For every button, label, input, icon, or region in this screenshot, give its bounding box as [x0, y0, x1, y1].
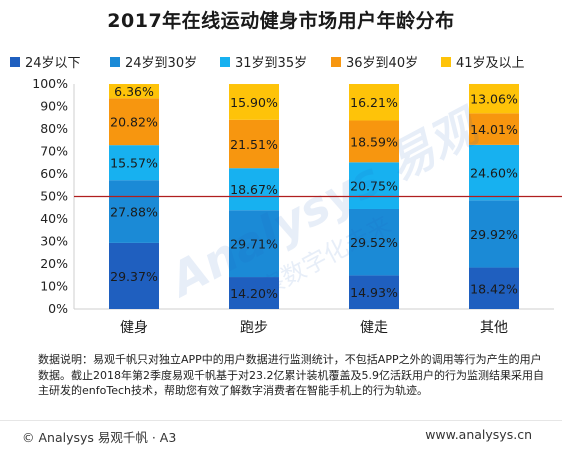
data-label: 14.20% — [230, 286, 278, 301]
data-label: 16.21% — [350, 95, 398, 110]
legend-label: 41岁及以上 — [456, 56, 525, 71]
x-tick-label: 健身 — [120, 320, 148, 336]
y-tick-label: 80% — [40, 121, 68, 136]
data-label: 29.92% — [470, 227, 518, 242]
legend-swatch — [110, 56, 120, 67]
bar-segment — [109, 242, 159, 309]
watermark-logo-text: Analysys 易观 — [159, 97, 491, 308]
legend-label: 24岁以下 — [25, 56, 81, 71]
legend-label: 36岁到40岁 — [346, 56, 419, 71]
bar-segment — [349, 162, 399, 209]
data-label: 14.93% — [350, 285, 398, 300]
data-label: 15.57% — [110, 156, 158, 171]
data-label: 29.71% — [230, 237, 278, 252]
data-label: 20.75% — [350, 179, 398, 194]
data-label: 29.52% — [350, 235, 398, 250]
bar-segment — [469, 83, 519, 114]
data-label: 18.59% — [350, 134, 398, 149]
legend-swatch — [441, 56, 451, 67]
legend-item: 31岁到35岁 — [220, 52, 307, 71]
chart-title: 2017年在线运动健身市场用户年龄分布 — [107, 10, 455, 32]
stacked-bar-chart: 0% 10% 20% 30% 40% 50% 60% 70% 80% 90% 100% 29.37% 2… — [32, 76, 562, 336]
bar-segment — [229, 84, 279, 120]
y-tick-label: 40% — [40, 211, 68, 226]
data-label: 14.01% — [470, 122, 518, 137]
data-label: 15.90% — [230, 95, 278, 110]
x-tick-label: 跑步 — [240, 320, 268, 336]
footer-copyright: © Analysys 易观千帆 · A3 — [22, 430, 177, 445]
bar-segment — [349, 84, 399, 121]
data-note: 数据说明：易观千帆只对独立APP中的用户数据进行监测统计，不包括APP之外的调用… — [38, 353, 544, 397]
footer-divider — [0, 420, 562, 421]
bar-segment — [469, 200, 519, 268]
bar-segment — [469, 267, 519, 309]
legend-label: 31岁到35岁 — [235, 56, 308, 71]
y-tick-label: 10% — [40, 279, 68, 294]
data-label: 18.42% — [470, 281, 518, 296]
y-tick-label: 50% — [40, 189, 68, 204]
bar-segment — [349, 208, 399, 276]
y-tick-label: 20% — [40, 256, 68, 271]
bar-segment — [109, 84, 159, 99]
bar-segment — [229, 277, 279, 309]
y-tick-label: 100% — [32, 76, 68, 91]
legend-swatch — [331, 56, 341, 67]
x-tick-label: 其他 — [480, 320, 508, 336]
legend-item: 24岁以下 — [10, 52, 81, 71]
bar-segment — [109, 145, 159, 181]
data-label: 24.60% — [470, 166, 518, 181]
data-label: 13.06% — [470, 92, 518, 107]
bar-segment — [349, 275, 399, 309]
legend-item: 41岁及以上 — [441, 52, 525, 71]
y-tick-label: 0% — [48, 301, 68, 316]
y-tick-label: 30% — [40, 234, 68, 249]
data-label: 6.36% — [114, 84, 154, 99]
bar-segment — [349, 120, 399, 163]
legend-swatch — [220, 56, 230, 67]
y-tick-label: 60% — [40, 166, 68, 181]
legend-label: 24岁到30岁 — [125, 56, 198, 71]
y-tick-label: 70% — [40, 144, 68, 159]
chart-legend: 24岁以下 24岁到30岁 31岁到35岁 36岁到40岁 41岁及以上 — [10, 52, 555, 72]
legend-item: 24岁到30岁 — [110, 52, 197, 71]
data-label: 20.82% — [110, 115, 158, 130]
legend-item: 36岁到40岁 — [331, 52, 418, 71]
data-label: 27.88% — [110, 205, 158, 220]
data-label: 21.51% — [230, 137, 278, 152]
bar-segment — [229, 119, 279, 169]
footer-website: www.analysys.cn — [425, 427, 532, 442]
legend-swatch — [10, 56, 20, 67]
bar-segment — [229, 168, 279, 211]
x-tick-label: 健走 — [360, 320, 388, 336]
data-label: 18.67% — [230, 182, 278, 197]
bar-segment — [469, 113, 519, 145]
bar-segment — [469, 144, 519, 201]
data-label: 29.37% — [110, 269, 158, 284]
y-tick-label: 90% — [40, 99, 68, 114]
bar-segment — [109, 180, 159, 243]
bar-segment — [109, 98, 159, 146]
bar-segment — [229, 210, 279, 278]
